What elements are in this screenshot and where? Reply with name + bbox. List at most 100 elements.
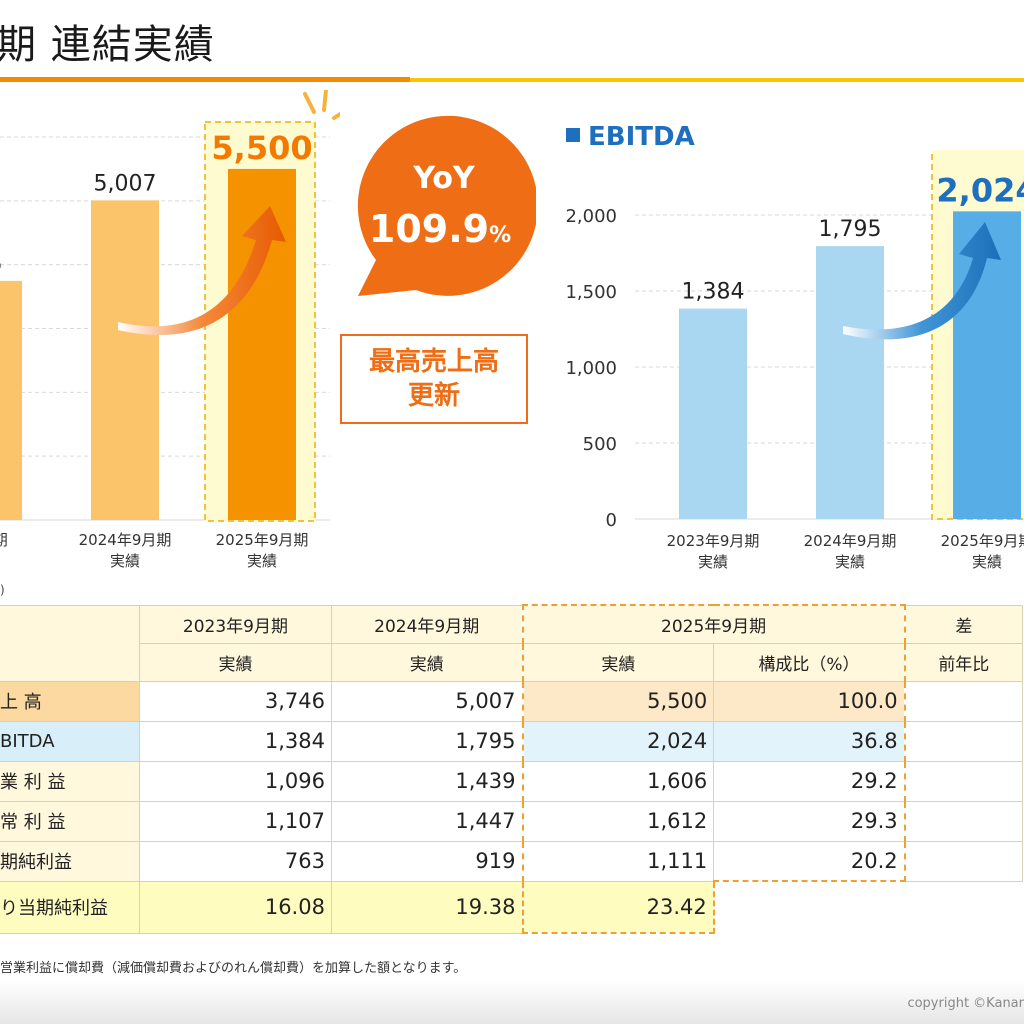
header-period: 2025年9月期 <box>521 604 906 644</box>
header-sub: 実績 <box>330 642 524 682</box>
yoy-label: YoY <box>412 161 476 196</box>
y-tick-label: 500 <box>583 434 617 455</box>
data-label: 1,384 <box>682 280 745 305</box>
table-row: 常 利 益 1,107 1,447 1,612 29.3 <box>0 800 1023 842</box>
bar <box>91 200 159 520</box>
header-period: 2024年9月期 <box>330 604 524 644</box>
x-tick-label: 9月期 <box>0 531 8 549</box>
cell-value <box>904 680 1023 722</box>
cell-value: 1,384 <box>138 720 332 762</box>
cell-value: 1,439 <box>330 760 524 802</box>
table-row: り当期純利益 16.08 19.38 23.42 <box>0 880 1023 934</box>
header-period: 2023年9月期 <box>138 604 332 644</box>
x-tick-label: 2023年9月期 <box>667 532 760 550</box>
header-sub: 実績 <box>521 642 715 682</box>
table-header-row: 2023年9月期 2024年9月期 2025年9月期 差 <box>0 604 1023 682</box>
cell-value <box>904 840 1023 882</box>
cell-value: 5,500 <box>521 680 715 722</box>
empty-cell <box>904 881 1023 933</box>
header-sub: 前年比 <box>904 642 1023 682</box>
row-label: 常 利 益 <box>0 800 140 842</box>
cell-value: 919 <box>330 840 524 882</box>
data-label: 5,007 <box>94 171 157 196</box>
cell-value: 1,447 <box>330 800 524 842</box>
data-label: 46 <box>0 252 2 277</box>
cell-value: 1,612 <box>521 800 715 842</box>
row-label: り当期純利益 <box>0 880 140 934</box>
header-sub: 構成比（%） <box>713 642 906 682</box>
y-tick-label: 1,000 <box>565 358 617 379</box>
row-label: BITDA <box>0 720 140 762</box>
x-tick-label: 実績 <box>698 553 728 571</box>
cell-value: 23.42 <box>521 880 715 934</box>
yoy-bubble: YoY 109.9% <box>357 115 536 296</box>
record-line-2: 更新 <box>407 381 460 411</box>
header-sub: 実績 <box>138 642 332 682</box>
cell-value: 36.8 <box>713 720 906 762</box>
y-tick-label: 0 <box>606 510 617 531</box>
x-tick-label: 2024年9月期 <box>79 531 172 549</box>
table-row: BITDA 1,384 1,795 2,024 36.8 <box>0 720 1023 762</box>
unit-note: ) <box>0 583 5 597</box>
data-label: 5,500 <box>211 129 312 167</box>
cell-value: 1,111 <box>521 840 715 882</box>
cell-value: 20.2 <box>713 840 906 882</box>
cell-value: 1,795 <box>330 720 524 762</box>
x-tick-label: 2024年9月期 <box>804 532 897 550</box>
cell-value: 29.3 <box>713 800 906 842</box>
footer-bar <box>0 980 1024 1024</box>
x-tick-label: 実績 <box>972 553 1002 571</box>
row-label: 上 高 <box>0 680 140 722</box>
cell-value: 1,107 <box>138 800 332 842</box>
table-row: 上 高 3,746 5,007 5,500 100.0 <box>0 680 1023 722</box>
yoy-value: 109.9% <box>369 207 511 251</box>
cell-value <box>904 760 1023 802</box>
record-line-1: 最高売上高 <box>368 347 499 377</box>
ebitda-bar-chart: 0 500 1,000 1,500 2,000 1,384 1,795 2,024 2023… <box>565 150 1024 571</box>
footnote: 営業利益に償却費（減価償却費およびのれん償却費）を加算した額となります。 <box>0 961 467 976</box>
cell-value: 2,024 <box>521 720 715 762</box>
empty-cell <box>713 881 905 933</box>
bar <box>816 246 884 519</box>
data-label: 2,024 <box>936 171 1024 209</box>
cell-value: 1,606 <box>521 760 715 802</box>
row-label: 期純利益 <box>0 840 140 882</box>
y-tick-label: 1,500 <box>565 282 617 303</box>
cell-value <box>904 800 1023 842</box>
y-tick-label: 2,000 <box>565 206 617 227</box>
x-tick-label: 実績 <box>110 552 140 570</box>
cell-value: 1,096 <box>138 760 332 802</box>
header-rule-yellow <box>410 78 1024 82</box>
table-row: 期純利益 763 919 1,111 20.2 <box>0 840 1023 882</box>
bar <box>953 211 1021 520</box>
page-title: 期 連結実績 <box>0 22 215 68</box>
bar <box>679 308 747 519</box>
record-sales-callout: 最高売上高 更新 <box>340 334 528 424</box>
cell-value: 100.0 <box>713 680 906 722</box>
cell-value: 19.38 <box>330 880 524 934</box>
square-icon <box>566 128 580 142</box>
x-tick-label: 2025年9月期 <box>216 531 309 549</box>
row-label: 業 利 益 <box>0 760 140 802</box>
bar <box>0 280 22 520</box>
header-rule-orange <box>0 77 410 82</box>
cell-value: 5,007 <box>330 680 524 722</box>
cell-value <box>904 720 1023 762</box>
x-tick-label: 実績 <box>835 553 865 571</box>
cell-value: 763 <box>138 840 332 882</box>
copyright: copyright ©Kanar <box>907 996 1024 1011</box>
growth-arrow-icon <box>843 222 1001 340</box>
cell-value: 29.2 <box>713 760 906 802</box>
sparkle-icon <box>303 90 340 120</box>
header-corner <box>0 604 140 682</box>
header-period: 差 <box>904 604 1023 644</box>
table-row: 業 利 益 1,096 1,439 1,606 29.2 <box>0 760 1023 802</box>
x-tick-label: 2025年9月期 <box>941 532 1024 550</box>
growth-arrow-icon <box>118 206 286 336</box>
ebitda-chart-title: EBITDA <box>566 122 695 152</box>
cell-value: 16.08 <box>138 880 332 934</box>
cell-value: 3,746 <box>138 680 332 722</box>
financial-results-table: 2023年9月期 2024年9月期 2025年9月期 差 実績 実績 実績 構成… <box>0 604 1023 934</box>
data-label: 1,795 <box>819 217 882 242</box>
